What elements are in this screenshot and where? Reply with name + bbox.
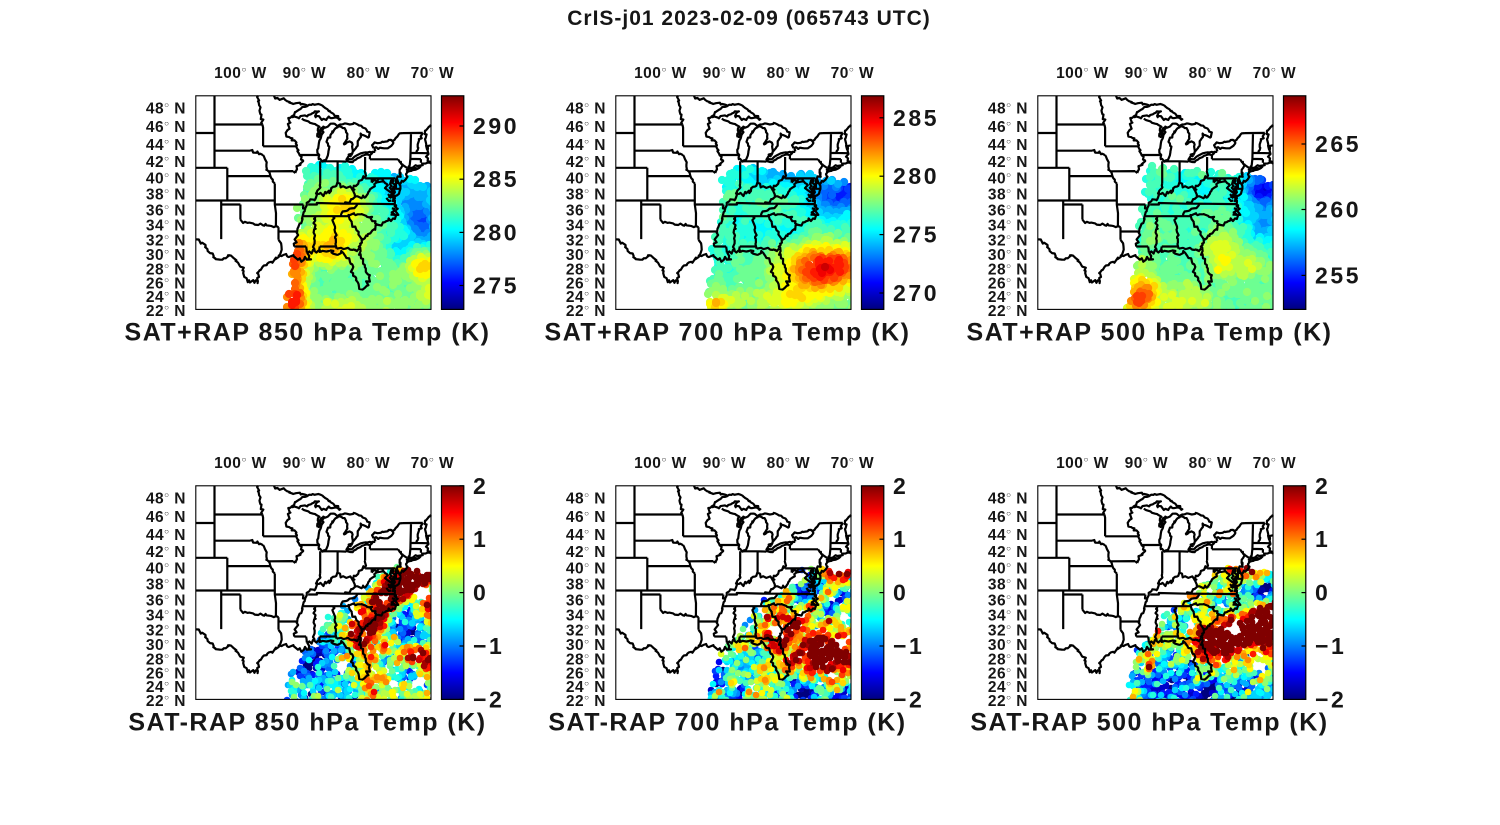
svg-text:285: 285 [473,166,519,192]
svg-text:2: 2 [893,473,908,499]
svg-text:SAT+RAP 850 hPa Temp (K): SAT+RAP 850 hPa Temp (K) [125,319,491,347]
svg-text:0: 0 [473,580,488,606]
svg-text:SAT+RAP 700 hPa Temp (K): SAT+RAP 700 hPa Temp (K) [545,319,911,347]
svg-text:1: 1 [473,526,488,552]
svg-text:280: 280 [473,219,519,245]
svg-text:0: 0 [893,580,908,606]
svg-text:SAT-RAP 700 hPa Temp (K): SAT-RAP 700 hPa Temp (K) [548,709,906,737]
svg-text:−2: −2 [893,686,924,712]
svg-text:SAT-RAP 500 hPa Temp (K): SAT-RAP 500 hPa Temp (K) [970,709,1328,737]
svg-text:−2: −2 [473,686,504,712]
svg-text:−1: −1 [473,633,504,659]
svg-text:255: 255 [1315,262,1361,288]
svg-text:−1: −1 [1315,633,1346,659]
svg-text:290: 290 [473,113,519,139]
svg-text:2: 2 [1315,473,1330,499]
svg-text:SAT+RAP 500 hPa Temp (K): SAT+RAP 500 hPa Temp (K) [967,319,1333,347]
svg-text:275: 275 [473,273,519,299]
svg-text:260: 260 [1315,197,1361,223]
svg-text:SAT-RAP 850 hPa Temp (K): SAT-RAP 850 hPa Temp (K) [128,709,486,737]
svg-text:−1: −1 [893,633,924,659]
svg-text:CrIS-j01 2023-02-09 (065743 UT: CrIS-j01 2023-02-09 (065743 UTC) [567,7,931,30]
svg-text:1: 1 [1315,526,1330,552]
svg-text:265: 265 [1315,131,1361,157]
svg-text:275: 275 [893,222,939,248]
svg-text:280: 280 [893,163,939,189]
svg-text:2: 2 [473,473,488,499]
svg-text:−2: −2 [1315,686,1346,712]
svg-text:285: 285 [893,105,939,131]
svg-text:270: 270 [893,280,939,306]
svg-text:0: 0 [1315,580,1330,606]
svg-text:1: 1 [893,526,908,552]
